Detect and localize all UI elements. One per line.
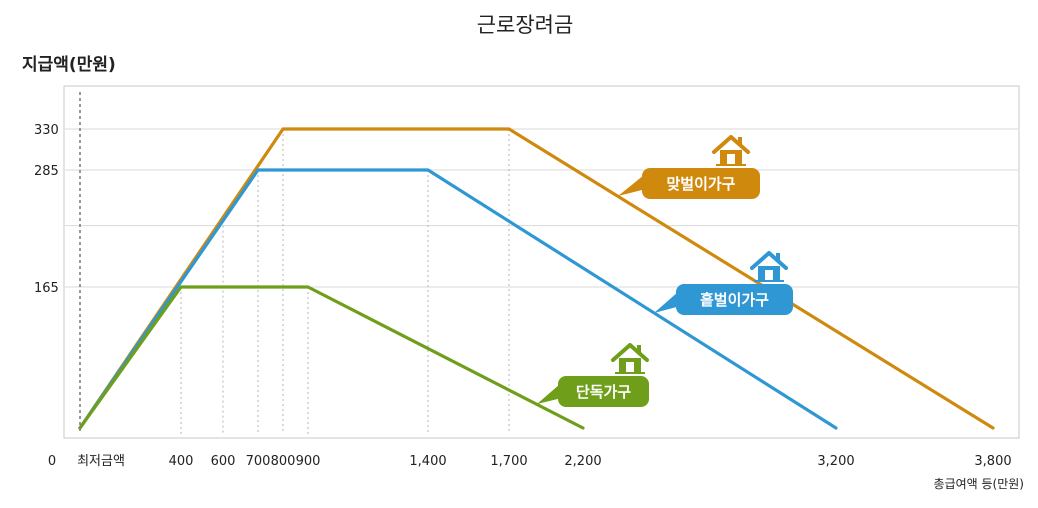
series-label: 홑벌이가구 — [700, 291, 769, 309]
x-tick-label: 2,200 — [564, 454, 601, 469]
x-tick-label: 400 — [169, 454, 194, 469]
plot-area — [63, 85, 1020, 439]
grid — [65, 128, 1018, 434]
callout-box — [676, 284, 793, 315]
x-tick-label: 3,800 — [974, 454, 1011, 469]
y-tick-label: 165 — [34, 281, 59, 296]
chart-title: 근로장려금 — [477, 13, 574, 37]
min-wage-label: 최저금액 — [77, 454, 125, 469]
x-tick-label: 900 — [296, 454, 321, 469]
x-tick-label: 1,700 — [490, 454, 527, 469]
y-tick-label: 330 — [34, 123, 59, 138]
house-icon — [750, 251, 788, 282]
series-line — [78, 168, 838, 430]
x-tick-label: 3,200 — [817, 454, 854, 469]
tick-labels: 400 600 700 800 900 1,400 1,700 2,200 3,200 3,800… — [34, 123, 1012, 469]
x-tick-label: 1,400 — [409, 454, 446, 469]
house-icon — [712, 135, 750, 166]
series-layer — [78, 127, 995, 430]
origin-label: 0 — [48, 454, 56, 469]
callout-box — [558, 376, 649, 407]
house-icon — [611, 343, 649, 374]
x-tick-label: 800 — [271, 454, 296, 469]
x-tick-label: 700 — [246, 454, 271, 469]
x-tick-label: 600 — [211, 454, 236, 469]
y-axis-label: 지급액(만원) — [22, 55, 116, 75]
callout-box — [642, 168, 760, 199]
series-label: 단독가구 — [576, 383, 631, 401]
y-tick-label: 285 — [34, 164, 59, 179]
series-line — [78, 285, 585, 430]
series-label: 맞벌이가구 — [666, 175, 735, 193]
x-axis-label: 총급여액 등(만원) — [934, 477, 1024, 491]
